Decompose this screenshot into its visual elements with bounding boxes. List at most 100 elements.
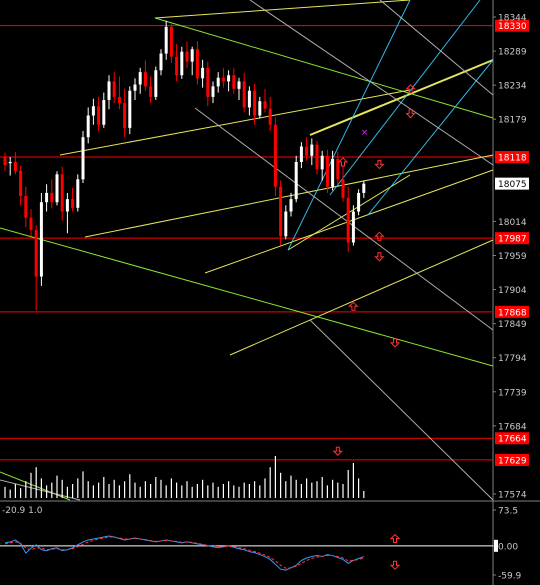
candle-body — [39, 202, 43, 277]
candle-body — [310, 144, 314, 156]
current-price-box — [495, 177, 529, 190]
candle-body — [331, 158, 335, 187]
candle-body — [164, 26, 168, 54]
candle-body — [253, 90, 257, 116]
candle-body — [65, 199, 69, 212]
current-price-label: 18075 — [498, 180, 527, 190]
candle-body — [50, 192, 54, 203]
price-tick-label: 17904 — [498, 286, 527, 296]
channel-line — [249, 0, 494, 166]
price-tick-label: 18344 — [498, 14, 527, 24]
channel-line — [154, 17, 494, 119]
channel-line — [0, 471, 71, 501]
channel-line — [0, 479, 81, 501]
price-tick-label: 17739 — [498, 388, 527, 398]
channel-line — [329, 0, 481, 196]
candle-body — [86, 115, 90, 138]
candle-body — [19, 170, 23, 197]
cross-marker: × — [361, 128, 369, 138]
candle-body — [242, 81, 246, 108]
candle-body — [258, 101, 262, 116]
candle-body — [284, 211, 288, 237]
price-tick-label: 17849 — [498, 320, 527, 330]
price-tick-label: 17574 — [498, 491, 527, 501]
candle-body — [211, 86, 215, 97]
candle-body — [263, 101, 267, 109]
price-tick-label: 17794 — [498, 354, 527, 364]
channel-line — [287, 0, 411, 251]
price-axis: 18344 18289 18234 18179 18014 17959 17904 17849… — [493, 14, 529, 501]
candle-body — [206, 67, 210, 97]
down-arrow-marker — [389, 338, 401, 348]
volume-bars — [4, 456, 365, 498]
channel-line — [194, 107, 494, 331]
candle-body — [117, 96, 121, 104]
channel-line — [229, 239, 494, 356]
candle-body — [341, 179, 345, 198]
candle-body — [362, 183, 366, 193]
candle-body — [123, 103, 127, 128]
indicator-panel: -20.9 1.0 73.5 0.00 -59.9 — [0, 506, 522, 582]
candle-body — [336, 158, 340, 180]
candle-body — [112, 81, 116, 97]
candle-body — [55, 174, 59, 203]
candle-body — [29, 217, 33, 231]
candle-body — [8, 161, 12, 164]
level-tag — [495, 151, 529, 164]
up-arrow-marker — [374, 231, 385, 241]
indicator-tick-label: 73.5 — [498, 507, 518, 517]
candle-body — [60, 174, 64, 212]
candlesticks — [3, 20, 366, 311]
candle-body — [154, 70, 158, 97]
candle-body — [237, 81, 241, 89]
candle-body — [91, 106, 95, 116]
level-tag — [495, 453, 529, 466]
channel-line — [0, 227, 494, 367]
indicator-header: -20.9 1.0 — [2, 506, 43, 516]
candle-body — [346, 197, 350, 243]
candle-body — [305, 146, 309, 156]
candle-body — [232, 75, 236, 89]
candle-body — [71, 199, 75, 208]
candle-body — [102, 100, 106, 125]
indicator-tick-label: -59.9 — [498, 572, 522, 582]
indicator-signal-line — [4, 536, 364, 569]
down-arrow-marker — [374, 252, 385, 262]
candle-body — [195, 49, 199, 79]
candle-body — [169, 26, 173, 57]
candle-body — [190, 49, 194, 62]
up-arrow-marker — [348, 301, 359, 311]
candle-body — [216, 77, 220, 87]
level-tag-label: 18330 — [498, 22, 527, 32]
channel-lines — [0, 0, 494, 501]
candle-body — [325, 155, 329, 187]
level-lines: 18330 18118 17987 17868 17664 17629 — [0, 19, 529, 466]
level-tag-label: 17629 — [498, 456, 527, 466]
price-tick-label: 18234 — [498, 82, 527, 92]
candle-body — [175, 56, 179, 76]
candle-body — [107, 81, 111, 101]
candle-body — [97, 106, 101, 125]
candle-body — [34, 230, 38, 277]
candle-body — [268, 108, 272, 125]
candle-body — [227, 75, 231, 82]
arrow-markers: × — [332, 84, 416, 456]
candle-body — [351, 211, 355, 243]
candle-body — [13, 161, 17, 172]
level-tag-label: 17868 — [498, 308, 527, 318]
candle-body — [180, 51, 184, 76]
price-tick-label: 18289 — [498, 48, 527, 58]
candle-body — [299, 146, 303, 162]
channel-line — [59, 89, 411, 156]
up-arrow-marker — [405, 84, 416, 94]
candle-body — [159, 53, 163, 71]
down-arrow-marker — [332, 446, 344, 456]
candle-body — [76, 179, 80, 208]
price-tick-label: 17684 — [498, 422, 527, 432]
candle-body — [24, 196, 28, 218]
level-tag-label: 17664 — [498, 435, 527, 445]
candle-body — [138, 72, 142, 85]
indicator-up-arrow — [389, 533, 401, 544]
